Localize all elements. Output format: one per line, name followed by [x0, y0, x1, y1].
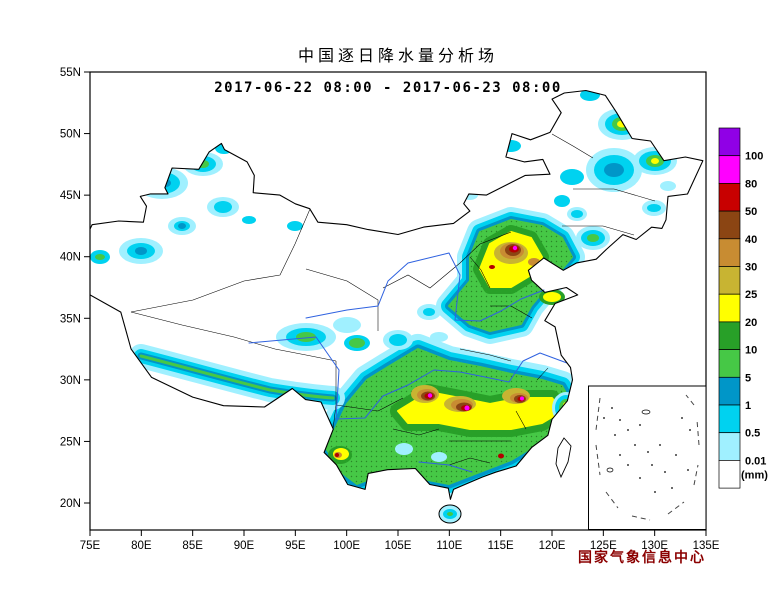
y-tick-label: 40N	[60, 252, 81, 264]
rain-region-tibet-qinghai	[141, 317, 448, 398]
china-boundary	[90, 89, 704, 500]
colorbar-label: 80	[745, 178, 757, 190]
colorbar-label: 30	[745, 262, 757, 274]
pearl-river	[418, 461, 473, 473]
colorbar-segment	[718, 293, 741, 323]
x-tick-label: 105E	[385, 540, 412, 552]
attribution: 国家气象信息中心	[578, 549, 706, 565]
x-tick-label: 110E	[436, 540, 462, 552]
y-tick-label: 35N	[60, 313, 81, 325]
rain-region-north-china	[417, 207, 610, 331]
colorbar-label: 20	[745, 317, 757, 329]
colorbar-segment	[718, 349, 741, 378]
colorbar-label: 25	[745, 289, 757, 301]
colorbar-segment	[718, 321, 741, 350]
x-tick-label: 100E	[333, 540, 360, 552]
rain-region-northeast	[462, 90, 677, 216]
x-tick-label: 130E	[641, 540, 668, 552]
colorbar: 100 80 50 40 30 25 20 10 5 1 0.5 0.01 (mm)	[718, 127, 768, 489]
x-tick-label: 135E	[693, 540, 720, 552]
colorbar-label: 0.5	[745, 428, 760, 440]
y-axis: 55N 50N 45N 40N 35N 30N 25N 20N	[60, 67, 90, 510]
yangtze-river	[248, 336, 568, 420]
colorbar-unit-label: (mm)	[741, 469, 768, 481]
y-tick-label: 25N	[60, 436, 81, 448]
x-tick-label: 90E	[234, 540, 255, 552]
colorbar-label: 50	[745, 206, 757, 218]
y-tick-label: 20N	[60, 498, 81, 510]
x-tick-label: 125E	[590, 540, 617, 552]
rivers	[248, 252, 568, 473]
rain-region-xinjiang	[90, 142, 303, 264]
date-range-label: 2017-06-22 08:00 - 2017-06-23 08:00	[214, 80, 562, 96]
x-tick-label: 115E	[488, 540, 514, 552]
page-title: 中国逐日降水量分析场	[297, 48, 499, 65]
x-tick-label: 95E	[285, 540, 306, 552]
colorbar-segment	[718, 127, 741, 157]
x-axis: 75E 80E 85E 90E 95E 100E 105E 110E 115E 120E 125E 1…	[80, 530, 720, 552]
colorbar-label: 10	[745, 345, 757, 357]
colorbar-label: 40	[745, 234, 757, 246]
colorbar-segment	[718, 460, 741, 489]
precipitation-fills	[90, 90, 677, 523]
taiwan-outline	[555, 437, 572, 479]
colorbar-label: 0.01	[745, 455, 766, 467]
map-area	[90, 89, 704, 524]
y-tick-label: 50N	[60, 129, 81, 141]
rain-region-hainan	[439, 505, 461, 523]
colorbar-label: 100	[745, 151, 763, 163]
colorbar-label: 5	[745, 372, 751, 384]
inset-islands	[603, 407, 691, 493]
x-tick-label: 75E	[80, 540, 101, 552]
colorbar-segment	[718, 183, 741, 212]
colorbar-label: 1	[745, 400, 751, 412]
colorbar-segment	[718, 155, 741, 184]
colorbar-segment	[718, 238, 741, 267]
yellow-river	[305, 252, 545, 322]
colorbar-segment	[718, 376, 741, 406]
colorbar-segment	[718, 266, 741, 295]
colorbar-segment	[718, 404, 741, 434]
x-tick-label: 80E	[131, 540, 152, 552]
colorbar-segment	[718, 210, 741, 240]
x-tick-label: 120E	[539, 540, 566, 552]
y-tick-label: 45N	[60, 190, 81, 202]
y-tick-label: 55N	[60, 67, 81, 79]
colorbar-segment	[718, 432, 741, 461]
y-tick-label: 30N	[60, 375, 81, 387]
inset-south-china-sea	[588, 385, 707, 530]
hainan-outline	[438, 504, 462, 524]
x-tick-label: 85E	[182, 540, 203, 552]
